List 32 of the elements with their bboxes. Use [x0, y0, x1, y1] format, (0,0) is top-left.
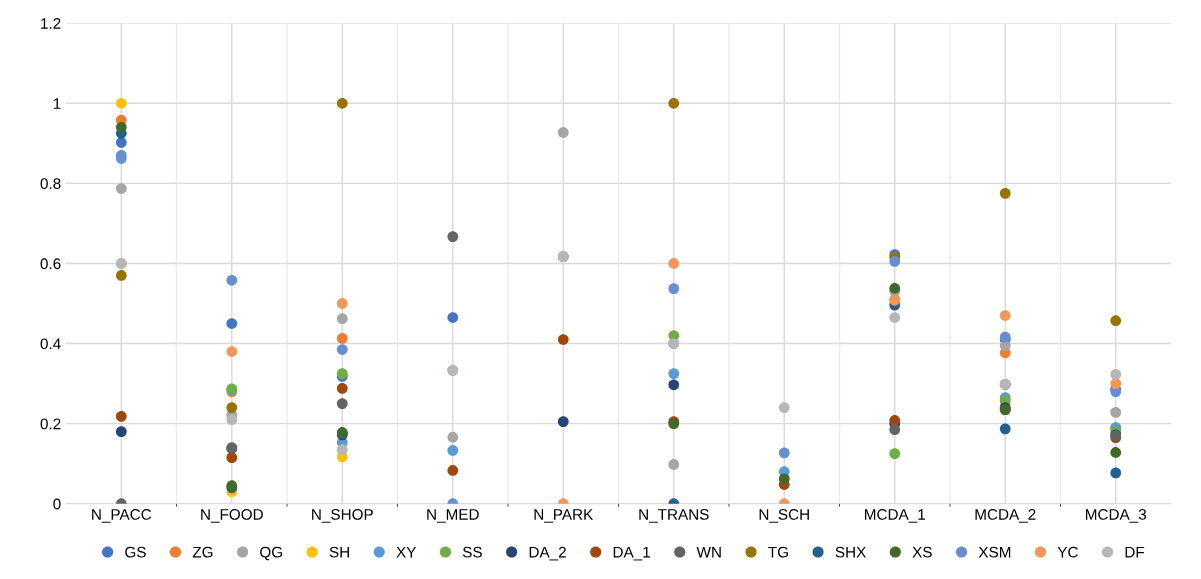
legend-label: SH	[329, 546, 349, 558]
y-tick-label: 0.6	[40, 258, 61, 270]
x-tick-label: N_PARK	[534, 509, 594, 523]
legend-label: QG	[260, 546, 282, 561]
legend-label: TG	[768, 546, 788, 558]
y-tick-label: 0.8	[40, 178, 61, 190]
legend-label: SS	[462, 546, 482, 558]
legend-label: XS	[912, 546, 932, 558]
x-tick-label: MCDA_1	[865, 508, 925, 523]
legend-label: SHX	[835, 546, 866, 558]
legend-label: XSM	[978, 546, 1011, 558]
x-tick-label: N_TRANS	[639, 508, 709, 523]
x-tick-label: N_FOOD	[201, 508, 263, 523]
y-tick-label: 1	[53, 98, 61, 109]
legend-label: DA_2	[529, 546, 566, 561]
legend-label: DA_1	[613, 546, 650, 561]
legend-label: XY	[396, 546, 417, 558]
x-tick-label: MCDA_3	[1085, 508, 1147, 523]
legend-label: ZG	[192, 546, 213, 558]
x-tick-label: N_SCH	[759, 508, 809, 523]
y-tick-label: 0.2	[40, 418, 61, 430]
x-tick-label: N_SHOP	[312, 508, 373, 523]
y-tick-label: 1.2	[41, 18, 61, 29]
x-tick-label: N_MED	[427, 509, 479, 523]
x-tick-label: MCDA_2	[975, 508, 1036, 523]
y-tick-label: 0.4	[40, 338, 61, 350]
legend-label: GS	[125, 546, 146, 558]
legend-label: YC	[1057, 546, 1078, 558]
legend-label: WN	[696, 546, 721, 558]
x-tick-label: N_PACC	[92, 508, 152, 523]
legend-label: DF	[1125, 546, 1145, 558]
y-tick-label: 0	[53, 498, 61, 510]
